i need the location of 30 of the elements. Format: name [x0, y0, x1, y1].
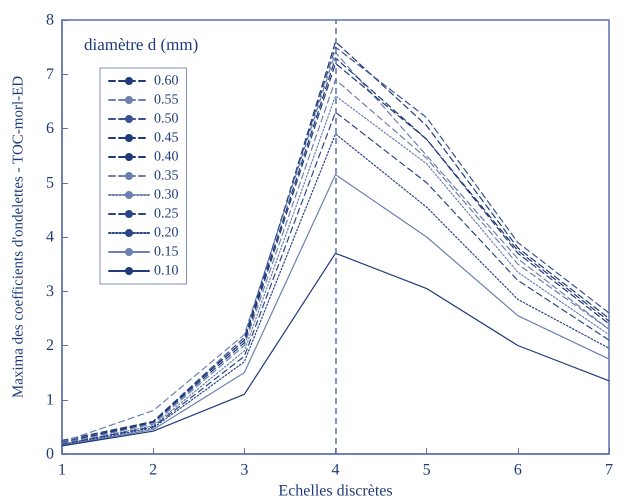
legend-label: 0.20 — [154, 226, 178, 240]
x-tick-label: 5 — [422, 462, 431, 478]
legend-label: 0.60 — [154, 74, 178, 88]
y-tick-label: 6 — [46, 120, 54, 137]
legend-label: 0.35 — [154, 168, 178, 184]
legend-title: diamètre d (mm) — [84, 35, 198, 54]
legend-label: 0.10 — [154, 264, 178, 278]
x-tick-label: 2 — [149, 462, 158, 478]
legend-label: 0.30 — [154, 188, 178, 202]
legend-label: 0.50 — [154, 112, 178, 126]
x-tick-label: 7 — [605, 462, 613, 478]
y-tick-label: 5 — [46, 174, 54, 192]
legend-label: 0.45 — [154, 130, 178, 146]
x-axis-title: Echelles discrètes — [278, 482, 393, 500]
legend-label: 0.15 — [154, 244, 178, 260]
x-tick-label: 3 — [240, 462, 248, 478]
y-axis-title: Maxima des coefficients d'ondelettes - TOC-morl-ED — [10, 76, 26, 398]
y-tick-label: 7 — [46, 66, 54, 83]
y-tick-label: 0 — [46, 446, 54, 462]
y-tick-label: 8 — [46, 12, 54, 28]
x-tick-label: 1 — [58, 462, 66, 478]
legend-label: 0.40 — [154, 150, 178, 164]
y-tick-label: 1 — [46, 391, 54, 408]
legend-label: 0.25 — [154, 206, 178, 222]
y-tick-label: 3 — [46, 282, 54, 300]
x-tick-label: 4 — [332, 462, 340, 478]
x-tick-label: 6 — [514, 462, 522, 478]
y-tick-label: 2 — [46, 337, 54, 354]
legend-label: 0.55 — [154, 92, 178, 108]
y-tick-label: 4 — [46, 228, 54, 246]
